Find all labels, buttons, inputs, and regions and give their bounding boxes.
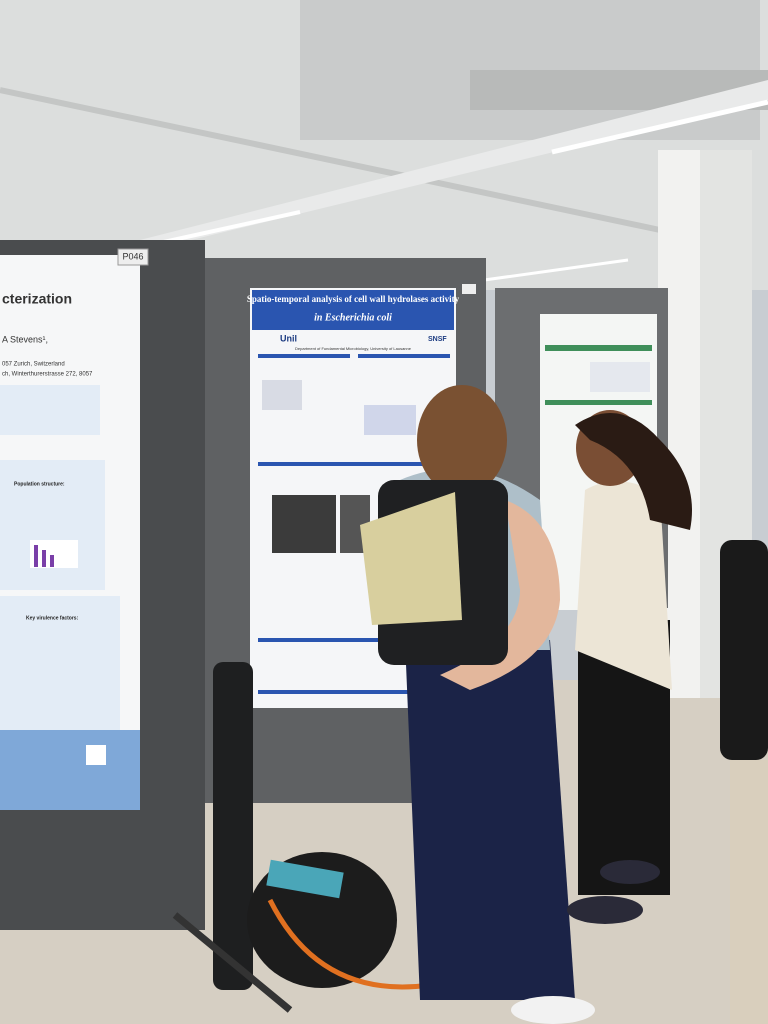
poster-tube: [213, 662, 253, 990]
poster-box: [0, 460, 105, 590]
ceiling-light: [551, 99, 768, 155]
poster-figure: [50, 555, 54, 567]
ceiling-light: [469, 258, 629, 284]
poster-title: in Escherichia coli: [314, 312, 392, 323]
poster-box: [0, 596, 120, 730]
person-arm: [440, 500, 560, 690]
board-label-text: P046: [122, 251, 143, 261]
poster-figure: [262, 380, 302, 410]
poster-band: [358, 354, 450, 358]
poster-affiliation: 057 Zurich, Switzerland: [2, 362, 65, 368]
qr-code: [86, 745, 106, 765]
poster-affiliation: ch, Winterthurerstrasse 272, 8057: [2, 372, 93, 378]
person-hair: [575, 413, 692, 530]
board-tag: [462, 284, 476, 294]
board-label: [117, 248, 149, 266]
cart: [172, 912, 293, 1013]
beam: [0, 87, 661, 233]
poster-band: [258, 354, 350, 358]
poster-band: [258, 638, 450, 642]
person-shoe: [600, 860, 660, 884]
poster-section: Population structure:: [14, 481, 65, 487]
strap: [267, 898, 431, 990]
poster-affiliation: Department of Fundamental Microbiology, …: [295, 346, 412, 351]
person-shoe: [511, 996, 595, 1024]
poster-figure: [34, 545, 38, 567]
backpack-flap: [360, 492, 462, 625]
poster-figure: [590, 362, 650, 392]
logo: SNSF: [428, 336, 447, 343]
poster-authors: A Stevens¹,: [2, 334, 48, 344]
ceiling-light: [149, 210, 301, 247]
poster-header: [252, 290, 454, 330]
poster-figure: [272, 495, 336, 553]
poster-band: [545, 345, 652, 351]
person-skirt: [405, 640, 575, 1000]
person-hair: [417, 385, 507, 495]
poster-band: [545, 400, 652, 405]
poster-band: [258, 462, 450, 466]
poster-figure: [42, 550, 46, 567]
person-shirt: [575, 481, 672, 690]
poster-title: cterization: [2, 291, 72, 307]
person-shoe: [567, 896, 643, 924]
poster-footer: [0, 730, 140, 810]
logo: Unil: [280, 333, 297, 343]
backpack: [720, 540, 768, 760]
person-trousers: [730, 760, 768, 1024]
poster-figure: [364, 405, 416, 435]
poster-title: Spatio-temporal analysis of cell wall hy…: [247, 294, 460, 304]
poster-box: [0, 385, 100, 435]
booklet: [266, 859, 344, 899]
poster-band: [258, 690, 450, 694]
poster-section: Key virulence factors:: [26, 615, 79, 621]
beam: [140, 80, 768, 250]
